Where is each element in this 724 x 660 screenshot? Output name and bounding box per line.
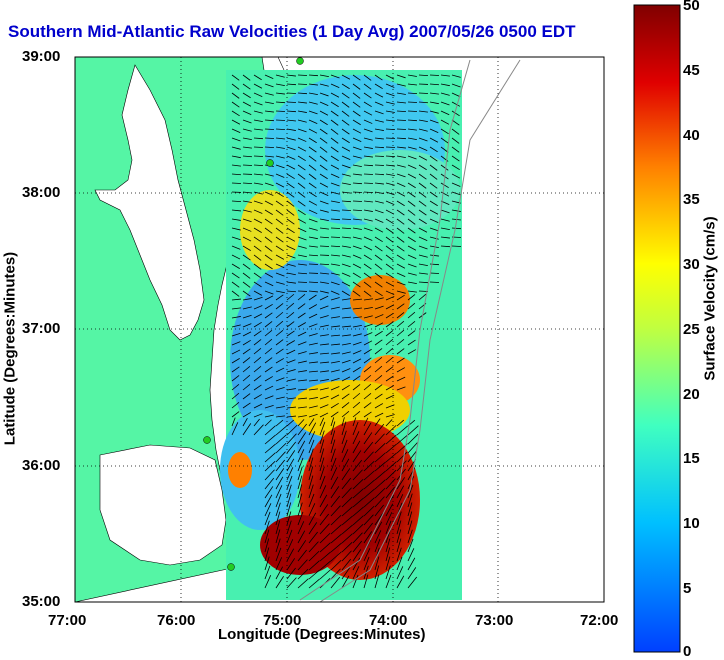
y-tick: 38:00 xyxy=(22,184,60,201)
station-marker xyxy=(204,437,211,444)
y-axis-label: Latitude (Degrees:Minutes) xyxy=(2,219,19,479)
x-axis-label: Longitude (Degrees:Minutes) xyxy=(218,626,426,643)
colorbar-tick: 25 xyxy=(683,321,700,338)
velocity-field xyxy=(220,70,462,600)
colorbar-tick: 10 xyxy=(683,515,700,532)
y-tick: 35:00 xyxy=(22,593,60,610)
x-tick: 73:00 xyxy=(475,612,513,629)
colorbar-tick: 40 xyxy=(683,127,700,144)
colorbar-label: Surface Velocity (cm/s) xyxy=(702,169,719,429)
colorbar-tick: 45 xyxy=(683,62,700,79)
y-tick: 36:00 xyxy=(22,457,60,474)
x-tick: 77:00 xyxy=(48,612,86,629)
colorbar-tick: 35 xyxy=(683,191,700,208)
station-marker xyxy=(228,564,235,571)
x-tick: 76:00 xyxy=(157,612,195,629)
colorbar-tick: 30 xyxy=(683,256,700,273)
colorbar xyxy=(634,5,680,652)
colorbar-tick: 50 xyxy=(683,0,700,14)
colorbar-tick: 0 xyxy=(683,643,691,660)
y-tick: 39:00 xyxy=(22,48,60,65)
colorbar-tick: 5 xyxy=(683,580,691,597)
colorbar-tick: 20 xyxy=(683,386,700,403)
station-marker xyxy=(267,160,274,167)
station-marker xyxy=(297,58,304,65)
colorbar-tick: 15 xyxy=(683,450,700,467)
x-tick: 72:00 xyxy=(580,612,618,629)
y-tick: 37:00 xyxy=(22,320,60,337)
